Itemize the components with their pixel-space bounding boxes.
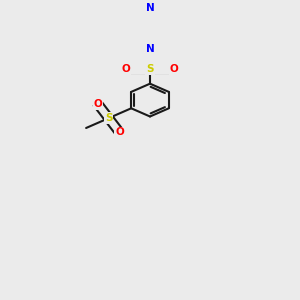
Text: N: N (146, 44, 154, 54)
Text: O: O (115, 128, 124, 137)
Text: S: S (146, 64, 154, 74)
Text: O: O (93, 99, 102, 109)
Text: O: O (169, 64, 178, 74)
Text: N: N (146, 3, 154, 13)
Text: S: S (105, 113, 112, 123)
Text: O: O (122, 64, 130, 74)
